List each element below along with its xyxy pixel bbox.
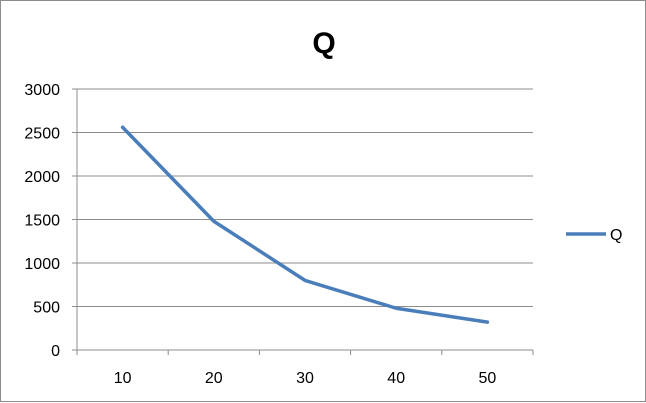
axes [72,88,534,355]
chart-title: Q [312,27,335,60]
y-tick-label: 0 [51,343,60,360]
y-tick-label: 3000 [24,82,60,99]
data-point [486,321,488,323]
x-tick-label: 50 [479,370,497,387]
series-line [120,125,490,324]
y-tick-label: 1000 [24,256,60,273]
y-tick-label: 500 [33,300,60,317]
x-tick-label: 10 [114,370,132,387]
y-axis-ticks: 0 500 1000 1500 2000 2500 3000 [24,82,60,360]
x-axis-ticks: 10 20 30 40 50 [114,370,497,387]
y-tick-label: 1500 [24,213,60,230]
y-tick-label: 2500 [24,126,60,143]
data-point [213,220,215,222]
data-point [304,279,306,281]
series-group [120,125,490,324]
x-tick-label: 20 [205,370,223,387]
x-tick-label: 40 [387,370,405,387]
legend: Q [566,227,622,244]
x-tick-label: 30 [296,370,314,387]
y-tick-label: 2000 [24,169,60,186]
data-point [122,126,124,128]
legend-label: Q [610,227,622,244]
data-point [395,307,397,309]
gridlines [77,88,533,307]
